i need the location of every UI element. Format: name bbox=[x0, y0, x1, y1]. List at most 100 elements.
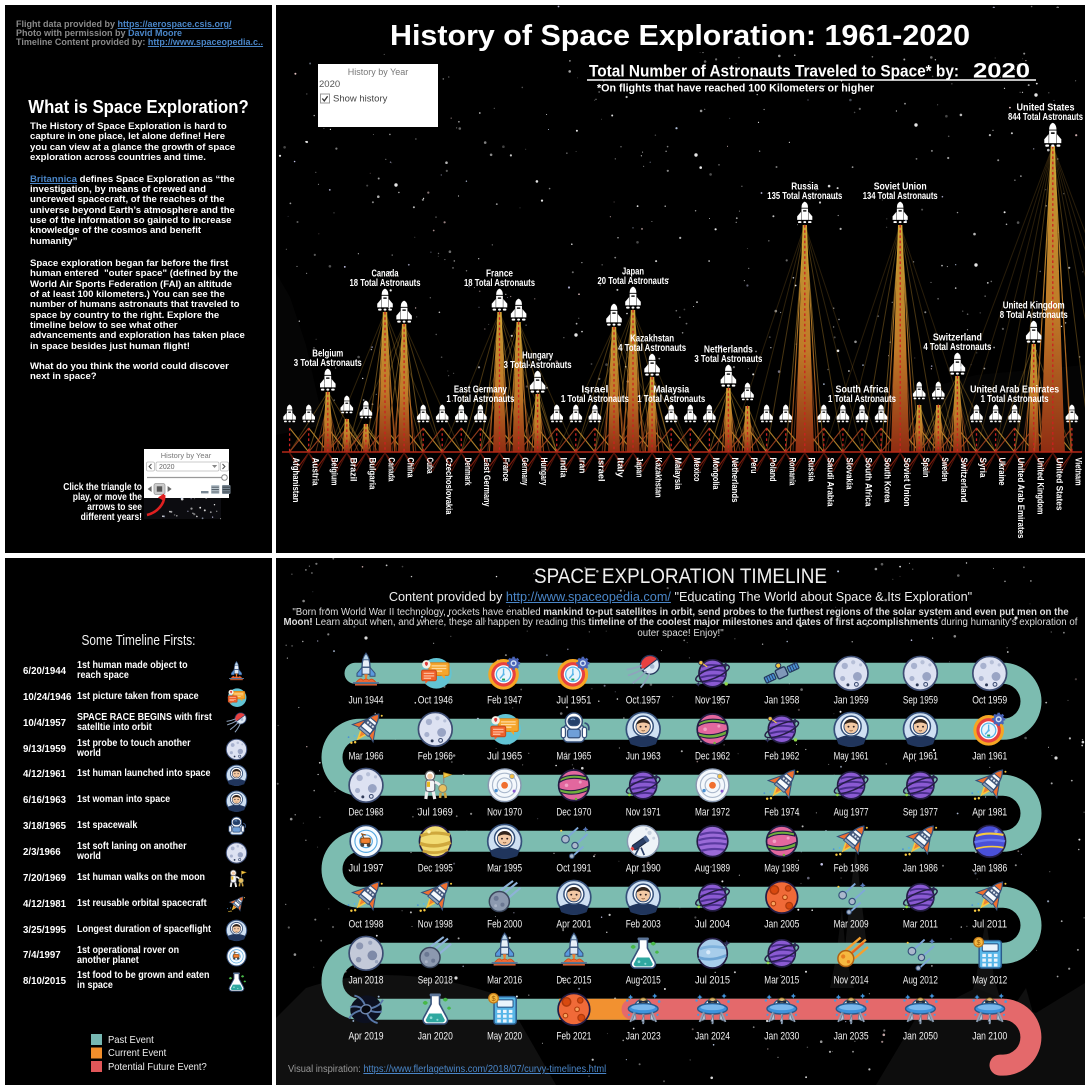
svg-text:Malaysia: Malaysia bbox=[673, 458, 683, 491]
svg-text:18 Total Astronauts: 18 Total Astronauts bbox=[350, 278, 421, 289]
svg-text:Sep 1959: Sep 1959 bbox=[903, 694, 938, 706]
svg-text:Mar 2009: Mar 2009 bbox=[834, 918, 869, 930]
svg-text:Jan 2005: Jan 2005 bbox=[764, 918, 799, 930]
svg-text:History by Year: History by Year bbox=[161, 451, 212, 460]
svg-text:8 Total Astronauts: 8 Total Astronauts bbox=[1000, 310, 1068, 321]
svg-text:Jan 2030: Jan 2030 bbox=[764, 1030, 799, 1042]
svg-text:Jul 2004: Jul 2004 bbox=[695, 918, 730, 930]
svg-text:May 2020: May 2020 bbox=[487, 1030, 522, 1042]
svg-text:Feb 2003: Feb 2003 bbox=[626, 918, 661, 930]
svg-text:Sep 2018: Sep 2018 bbox=[418, 974, 453, 986]
svg-text:18 Total Astronauts: 18 Total Astronauts bbox=[464, 278, 535, 289]
svg-text:Apr 1981: Apr 1981 bbox=[972, 806, 1007, 818]
svg-text:Feb 1947: Feb 1947 bbox=[487, 694, 522, 706]
svg-text:Jan 2024: Jan 2024 bbox=[695, 1030, 730, 1042]
svg-text:Kazakhstan: Kazakhstan bbox=[654, 458, 664, 498]
svg-text:4 Total Astronauts: 4 Total Astronauts bbox=[618, 343, 686, 354]
svg-text:Israel: Israel bbox=[597, 458, 607, 482]
svg-text:Feb 1966: Feb 1966 bbox=[418, 750, 453, 762]
svg-text:Israel: Israel bbox=[581, 385, 608, 396]
svg-text:Poland: Poland bbox=[768, 458, 778, 482]
svg-text:Dec 1968: Dec 1968 bbox=[349, 806, 384, 818]
svg-text:Jul 1969: Jul 1969 bbox=[418, 806, 453, 818]
svg-text:Switzerland: Switzerland bbox=[959, 458, 969, 503]
svg-text:Nov 1971: Nov 1971 bbox=[626, 806, 661, 818]
svg-text:134 Total Astronauts: 134 Total Astronauts bbox=[863, 191, 938, 202]
svg-text:Canada: Canada bbox=[387, 458, 397, 483]
svg-text:Jul 1997: Jul 1997 bbox=[349, 862, 384, 874]
svg-text:Mar 1972: Mar 1972 bbox=[695, 806, 730, 818]
svg-text:Nov 1970: Nov 1970 bbox=[487, 806, 522, 818]
svg-text:Mar 1995: Mar 1995 bbox=[487, 862, 522, 874]
svg-text:Jan 1986: Jan 1986 bbox=[903, 862, 938, 874]
svg-text:Mongolia: Mongolia bbox=[711, 458, 721, 491]
svg-text:Mexico: Mexico bbox=[692, 458, 702, 482]
svg-text:2020: 2020 bbox=[973, 60, 1030, 83]
svg-text:Jan 2023: Jan 2023 bbox=[626, 1030, 661, 1042]
svg-text:Kazakhstan: Kazakhstan bbox=[630, 334, 674, 345]
svg-text:Afghanistan: Afghanistan bbox=[291, 458, 301, 503]
svg-text:France: France bbox=[486, 269, 513, 280]
svg-text:Total Number of Astronauts Tra: Total Number of Astronauts Traveled to S… bbox=[589, 63, 959, 81]
svg-text:Vietnam: Vietnam bbox=[1074, 458, 1084, 486]
svg-text:India: India bbox=[558, 458, 568, 479]
svg-text:1 Total Astronauts: 1 Total Astronauts bbox=[561, 394, 629, 405]
svg-text:Saudi Arabia: Saudi Arabia bbox=[825, 458, 835, 508]
svg-text:1 Total Astronauts: 1 Total Astronauts bbox=[828, 394, 896, 405]
svg-text:Mar 2016: Mar 2016 bbox=[487, 974, 522, 986]
svg-text:Jun 1963: Jun 1963 bbox=[626, 750, 661, 762]
svg-text:Nov 1957: Nov 1957 bbox=[695, 694, 730, 706]
svg-text:Japan: Japan bbox=[622, 267, 644, 278]
svg-text:Belgium: Belgium bbox=[329, 458, 339, 486]
svg-text:Hungary: Hungary bbox=[522, 351, 553, 362]
svg-text:Jan 1958: Jan 1958 bbox=[764, 694, 799, 706]
svg-text:Iran: Iran bbox=[577, 458, 587, 474]
svg-text:Germany: Germany bbox=[520, 458, 530, 487]
svg-text:China: China bbox=[406, 458, 416, 479]
svg-text:Apr 1990: Apr 1990 bbox=[626, 862, 661, 874]
svg-text:Apr 2001: Apr 2001 bbox=[556, 918, 591, 930]
svg-text:135 Total Astronauts: 135 Total Astronauts bbox=[767, 191, 842, 202]
svg-text:Soviet Union: Soviet Union bbox=[874, 182, 927, 193]
svg-text:Nov 2014: Nov 2014 bbox=[834, 974, 869, 986]
svg-text:Mar 2011: Mar 2011 bbox=[903, 918, 938, 930]
svg-text:Netherlands: Netherlands bbox=[730, 458, 740, 503]
svg-text:May 1961: May 1961 bbox=[834, 750, 869, 762]
svg-text:East Germany: East Germany bbox=[454, 385, 507, 396]
svg-text:Jan 1961: Jan 1961 bbox=[972, 750, 1007, 762]
svg-text:Austria: Austria bbox=[310, 458, 320, 487]
svg-text:Jul 2015: Jul 2015 bbox=[695, 974, 730, 986]
svg-text:Slovakia: Slovakia bbox=[845, 458, 855, 491]
svg-text:Show history: Show history bbox=[333, 94, 388, 105]
svg-text:South Africa: South Africa bbox=[864, 458, 874, 508]
svg-text:Cuba: Cuba bbox=[425, 458, 435, 475]
svg-text:Spain: Spain bbox=[921, 458, 931, 478]
svg-text:2020: 2020 bbox=[319, 79, 340, 90]
svg-text:*On flights that have reached: *On flights that have reached 100 Kilome… bbox=[597, 83, 875, 95]
svg-text:Canada: Canada bbox=[372, 269, 399, 280]
svg-text:1 Total Astronauts: 1 Total Astronauts bbox=[981, 394, 1049, 405]
svg-text:Denmark: Denmark bbox=[463, 458, 473, 487]
svg-text:Sweden: Sweden bbox=[940, 458, 950, 482]
svg-text:Mar 1966: Mar 1966 bbox=[349, 750, 384, 762]
svg-text:Oct 1998: Oct 1998 bbox=[349, 918, 384, 930]
svg-text:1 Total Astronauts: 1 Total Astronauts bbox=[446, 394, 514, 405]
svg-text:History by Year: History by Year bbox=[348, 67, 409, 77]
svg-text:4 Total Astronauts: 4 Total Astronauts bbox=[923, 342, 991, 353]
svg-text:Oct 1959: Oct 1959 bbox=[972, 694, 1007, 706]
svg-text:Soviet Union: Soviet Union bbox=[902, 458, 912, 507]
svg-text:Feb 2000: Feb 2000 bbox=[487, 918, 522, 930]
svg-text:May 2012: May 2012 bbox=[972, 974, 1007, 986]
svg-text:Feb 1962: Feb 1962 bbox=[764, 750, 799, 762]
svg-text:Sep 1977: Sep 1977 bbox=[903, 806, 938, 818]
svg-text:844 Total Astronauts: 844 Total Astronauts bbox=[1008, 112, 1083, 123]
svg-text:3 Total Astronauts: 3 Total Astronauts bbox=[294, 358, 362, 369]
svg-text:Jan 1959: Jan 1959 bbox=[834, 694, 869, 706]
svg-text:Jan 2018: Jan 2018 bbox=[349, 974, 384, 986]
svg-text:Jul 1965: Jul 1965 bbox=[487, 750, 522, 762]
svg-text:History of Space Exploration:: History of Space Exploration: 1961-2020 bbox=[390, 20, 970, 52]
svg-text:South Africa: South Africa bbox=[836, 385, 889, 396]
svg-text:Feb 2021: Feb 2021 bbox=[556, 1030, 591, 1042]
svg-text:United States: United States bbox=[1017, 103, 1075, 114]
svg-text:2020: 2020 bbox=[159, 464, 175, 471]
